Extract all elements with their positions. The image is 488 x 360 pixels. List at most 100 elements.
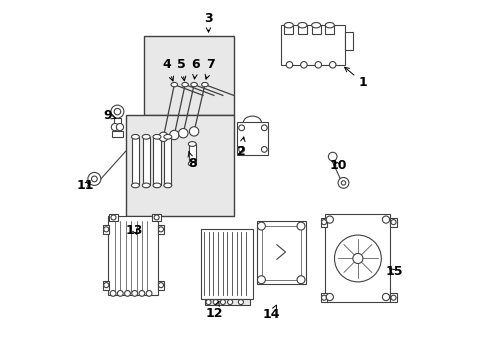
Circle shape	[103, 227, 108, 232]
Circle shape	[390, 220, 395, 225]
Bar	[158, 225, 163, 234]
Circle shape	[111, 215, 116, 220]
Circle shape	[257, 276, 265, 284]
Text: 14: 14	[262, 305, 280, 321]
Ellipse shape	[131, 183, 139, 188]
Text: 10: 10	[329, 159, 346, 172]
Circle shape	[139, 291, 144, 296]
Bar	[112, 131, 122, 137]
Circle shape	[238, 125, 244, 131]
Bar	[237, 122, 267, 155]
Bar	[201, 229, 253, 299]
Circle shape	[146, 291, 152, 296]
Bar	[132, 137, 139, 185]
Circle shape	[117, 291, 123, 296]
Ellipse shape	[284, 23, 293, 28]
Bar	[284, 25, 293, 34]
Circle shape	[110, 291, 116, 296]
Circle shape	[257, 222, 265, 230]
Bar	[389, 293, 396, 302]
Circle shape	[158, 227, 163, 232]
Text: 2: 2	[236, 137, 245, 158]
Circle shape	[116, 123, 123, 131]
Text: 5: 5	[177, 58, 185, 81]
Circle shape	[154, 215, 159, 220]
Ellipse shape	[171, 82, 177, 87]
Text: 13: 13	[126, 224, 143, 237]
Text: 9: 9	[103, 109, 116, 122]
Circle shape	[91, 176, 97, 182]
Circle shape	[314, 62, 321, 68]
Circle shape	[169, 130, 179, 140]
Circle shape	[382, 216, 389, 223]
Circle shape	[103, 283, 108, 288]
Ellipse shape	[311, 23, 320, 28]
Bar	[103, 225, 109, 234]
Circle shape	[296, 276, 305, 284]
Circle shape	[337, 177, 348, 188]
Circle shape	[261, 125, 266, 131]
Circle shape	[238, 147, 244, 152]
Ellipse shape	[182, 82, 188, 87]
Bar	[257, 221, 305, 284]
Circle shape	[189, 127, 199, 136]
Circle shape	[111, 123, 118, 131]
Bar	[311, 25, 320, 34]
Circle shape	[334, 235, 381, 282]
Text: 11: 11	[76, 179, 94, 192]
Bar	[325, 214, 389, 302]
Ellipse shape	[153, 135, 161, 139]
Circle shape	[390, 295, 395, 300]
Circle shape	[341, 181, 345, 185]
Bar	[297, 25, 306, 34]
Bar	[389, 218, 396, 227]
Circle shape	[111, 105, 123, 118]
Bar	[320, 218, 326, 227]
Bar	[261, 226, 301, 280]
Circle shape	[285, 62, 292, 68]
Circle shape	[300, 62, 306, 68]
Circle shape	[220, 300, 225, 305]
Text: 15: 15	[385, 265, 402, 278]
Circle shape	[238, 300, 243, 305]
Circle shape	[159, 132, 168, 141]
Circle shape	[325, 216, 333, 223]
Bar	[152, 214, 161, 221]
Bar	[158, 281, 163, 290]
Bar	[320, 293, 326, 302]
Text: 7: 7	[205, 58, 214, 79]
Bar	[188, 144, 196, 164]
Ellipse shape	[163, 135, 171, 139]
Bar	[109, 214, 118, 221]
Circle shape	[178, 129, 187, 138]
Circle shape	[329, 62, 335, 68]
Circle shape	[114, 108, 121, 115]
Circle shape	[124, 291, 130, 296]
Text: 3: 3	[204, 12, 212, 32]
Text: 6: 6	[191, 58, 200, 79]
Circle shape	[382, 293, 389, 301]
Circle shape	[352, 253, 362, 264]
Circle shape	[132, 291, 137, 296]
Bar	[142, 137, 149, 185]
Ellipse shape	[325, 23, 334, 28]
Text: 12: 12	[205, 301, 222, 320]
Text: 4: 4	[163, 58, 173, 81]
Ellipse shape	[142, 135, 150, 139]
Circle shape	[158, 283, 163, 288]
Ellipse shape	[188, 142, 196, 147]
Circle shape	[328, 152, 336, 161]
Ellipse shape	[142, 183, 150, 188]
Bar	[114, 118, 121, 127]
Text: 8: 8	[187, 152, 196, 170]
Text: 1: 1	[344, 67, 367, 89]
Bar	[107, 216, 158, 295]
Circle shape	[321, 220, 326, 225]
Ellipse shape	[188, 162, 196, 166]
Circle shape	[261, 147, 266, 152]
Bar	[345, 32, 352, 50]
Circle shape	[213, 300, 218, 305]
Bar	[204, 299, 249, 305]
Ellipse shape	[163, 183, 171, 188]
Ellipse shape	[190, 82, 197, 87]
